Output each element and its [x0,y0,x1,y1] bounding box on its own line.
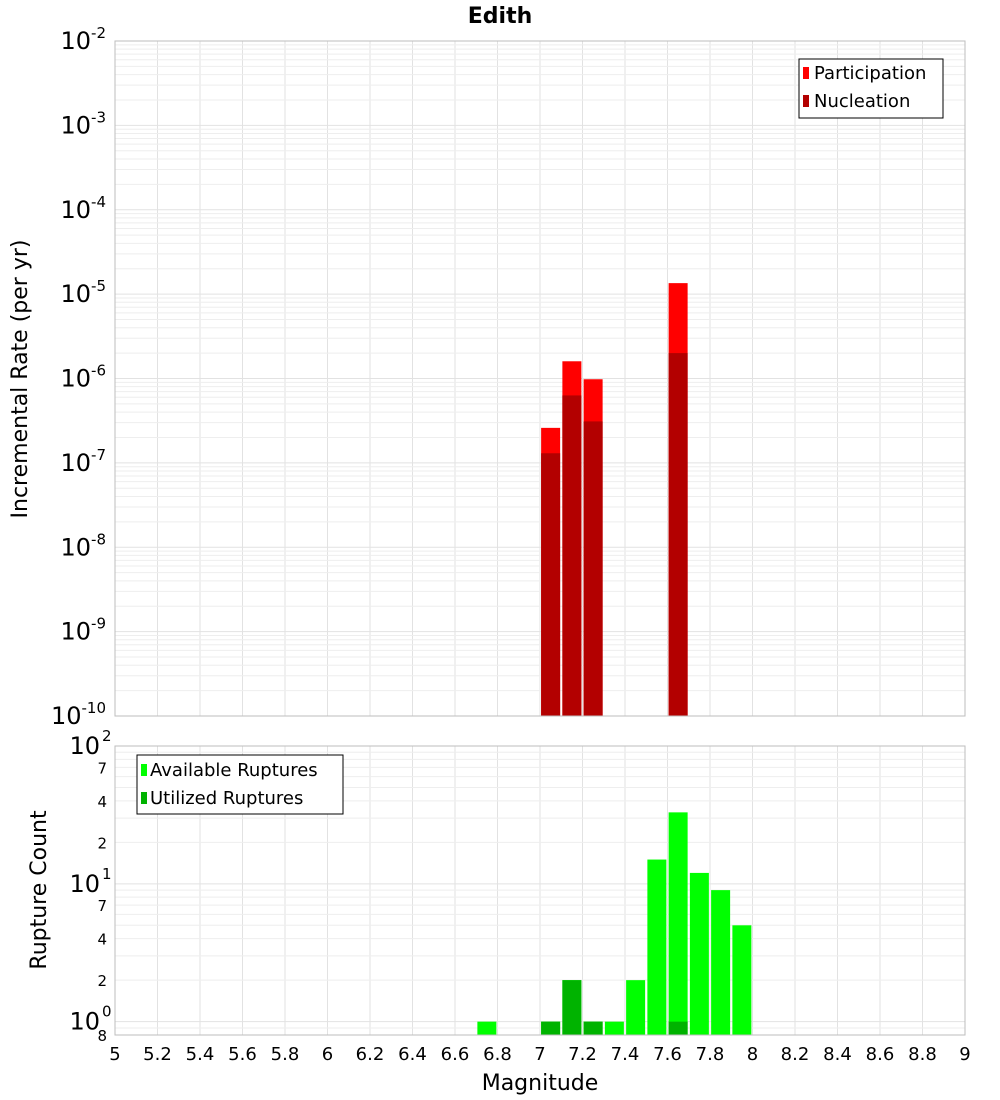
available-bar [604,1021,624,1035]
nucleation-bar [668,353,688,716]
x-tick-label: 8.6 [866,1044,895,1065]
available-bar [477,1021,497,1035]
rate-y-tick-label: 10-6 [60,362,106,393]
x-tick-label: 6.8 [483,1044,512,1065]
x-tick-label: 5.8 [271,1044,300,1065]
count-y-tick-label: 10 [69,870,100,898]
utilized-bar [562,980,582,1035]
nucleation-legend-label: Nucleation [814,91,910,112]
count-legend: Available Ruptures Utilized Ruptures [136,754,344,815]
count-y-tick-label: 7 [97,759,107,777]
count-y-tick-label: 7 [97,897,107,915]
nucleation-bar [541,453,561,716]
rate-plot-frame [114,40,966,717]
x-tick-label: 8.8 [908,1044,937,1065]
count-plot-frame [114,745,966,1036]
x-tick-label: 7.4 [611,1044,640,1065]
available-bar [647,859,667,1035]
utilized-bar [668,1021,688,1035]
count-legend-box [136,754,344,815]
count-y-tick-exponent: 1 [102,865,112,883]
count-y-tick-exponent: 2 [102,727,112,745]
count-y-tick-label: 4 [97,931,107,949]
x-tick-label: 6 [322,1044,333,1065]
utilized-bar [583,1021,603,1035]
nucleation-legend-swatch [803,95,809,107]
participation-legend-label: Participation [814,63,926,84]
utilized-legend-swatch [141,792,147,804]
nucleation-bar [562,395,582,716]
rate-y-tick-label: 10-9 [60,615,106,646]
x-tick-label: 6.6 [441,1044,470,1065]
available-bar [668,812,688,1035]
x-tick-label: 5 [109,1044,120,1065]
available-bar [626,980,646,1035]
available-bar [711,890,731,1035]
participation-legend-swatch [803,67,809,79]
count-y-tick-label: 4 [97,793,107,811]
rate-y-tick-label: 10-3 [60,108,106,139]
utilized-legend-label: Utilized Ruptures [150,788,303,809]
x-tick-label: 7 [534,1044,545,1065]
x-tick-label: 6.4 [398,1044,427,1065]
count-y-axis-label: Rupture Count [27,810,52,970]
x-tick-label: 7.2 [568,1044,597,1065]
available-legend-swatch [141,764,147,776]
x-tick-label: 7.8 [696,1044,725,1065]
rate-y-tick-label: 10-7 [60,446,106,477]
utilized-bar [541,1021,561,1035]
x-tick-label: 9 [959,1044,970,1065]
rate-y-tick-label: 10-5 [60,277,106,308]
chart-title: Edith [468,4,533,29]
count-y-tick-label: 8 [97,1027,107,1045]
x-tick-label: 6.2 [356,1044,385,1065]
x-tick-label: 5.2 [143,1044,172,1065]
count-y-tick-exponent: 0 [102,1003,112,1021]
x-tick-label: 8.2 [781,1044,810,1065]
count-y-tick-label: 10 [69,732,100,760]
rate-legend-box [798,58,944,119]
rate-y-tick-label: 10-10 [51,699,106,730]
count-y-tick-label: 2 [97,972,107,990]
x-tick-label: 8 [747,1044,758,1065]
nucleation-bar [583,421,603,716]
available-bar [732,925,752,1035]
available-legend-label: Available Ruptures [150,760,318,781]
count-y-tick-label: 2 [97,834,107,852]
rate-legend: Participation Nucleation [798,58,944,119]
x-axis-label: Magnitude [482,1071,599,1096]
rate-y-tick-label: 10-2 [60,24,106,55]
x-tick-label: 8.4 [823,1044,852,1065]
rate-y-axis-label: Incremental Rate (per yr) [8,240,33,519]
available-bar [689,872,709,1035]
rate-y-tick-label: 10-8 [60,530,106,561]
x-tick-label: 5.4 [186,1044,215,1065]
rate-y-tick-label: 10-4 [60,193,106,224]
x-tick-label: 7.6 [653,1044,682,1065]
x-tick-label: 5.6 [228,1044,257,1065]
count-y-tick-label: 10 [69,1008,100,1036]
